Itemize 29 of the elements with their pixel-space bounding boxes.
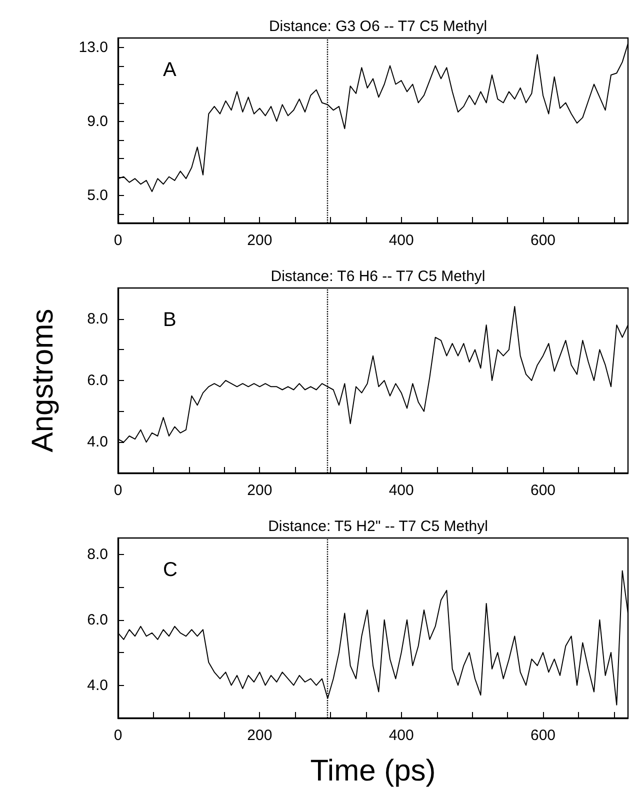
y-tick-label: 5.0 [87,186,108,204]
x-tick-label: 600 [530,482,556,499]
y-tick-label: 13.0 [78,38,108,56]
x-tick-label: 200 [247,727,272,744]
y-tick-label: 8.0 [87,310,108,328]
annotation: A [163,59,177,81]
x-tick-label: 600 [530,232,556,249]
x-tick-label: 0 [114,482,122,499]
y-tick-label: 6.0 [87,611,108,628]
x-tick-label: 400 [388,232,414,249]
y-tick-label: 8.0 [87,546,108,563]
x-tick-label: 400 [388,727,414,744]
y-tick-label: 9.0 [87,112,108,130]
x-tick-label: 400 [388,482,414,499]
chart-title: Distance: T6 H6 -- T7 C5 Methyl [270,268,486,285]
y-axis-title: Angstroms [26,308,60,452]
x-tick-label: 200 [247,482,272,499]
chart-title: Distance: G3 O6 -- T7 C5 Methyl [268,18,488,35]
x-tick-label: 200 [247,232,272,249]
x-tick-label: 0 [114,727,122,744]
x-tick-label: 0 [114,232,122,249]
x-tick-label: 600 [530,727,556,744]
y-tick-label: 4.0 [87,676,108,694]
annotation: C [163,559,178,581]
chart-title: Distance: T5 H2" -- T7 C5 Methyl [268,518,488,535]
y-tick-label: 4.0 [87,434,108,451]
x-axis-title: Time (ps) [310,754,436,788]
y-tick-label: 6.0 [87,372,108,389]
annotation: B [163,309,176,331]
